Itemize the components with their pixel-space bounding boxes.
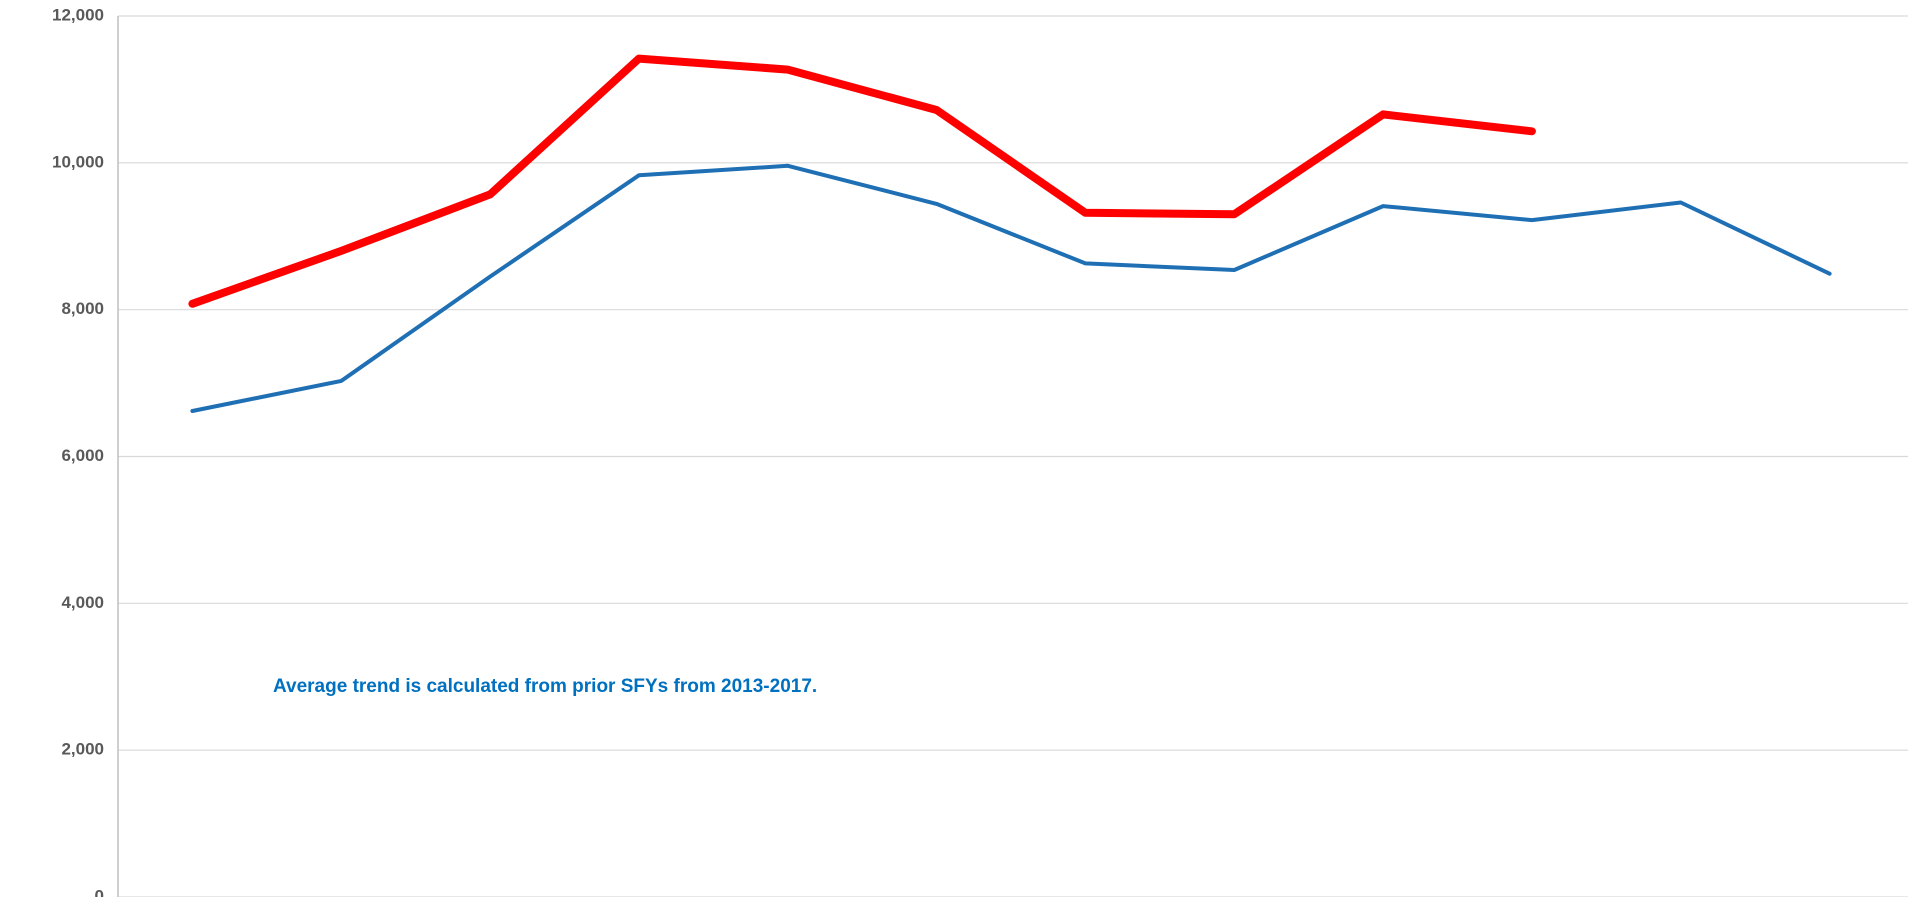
y-tick-label: 4,000: [61, 593, 104, 612]
y-tick-label: 12,000: [52, 5, 104, 24]
y-tick-label: 2,000: [61, 740, 104, 759]
y-tick-label: 6,000: [61, 446, 104, 465]
y-tick-label: 8,000: [61, 299, 104, 318]
series-line: [190, 163, 1832, 413]
annotation: Average trend is calculated from prior S…: [273, 676, 817, 697]
y-tick-label: 0: [95, 886, 104, 897]
y-tick-label: 10,000: [52, 152, 104, 171]
series-line: [188, 54, 1536, 308]
